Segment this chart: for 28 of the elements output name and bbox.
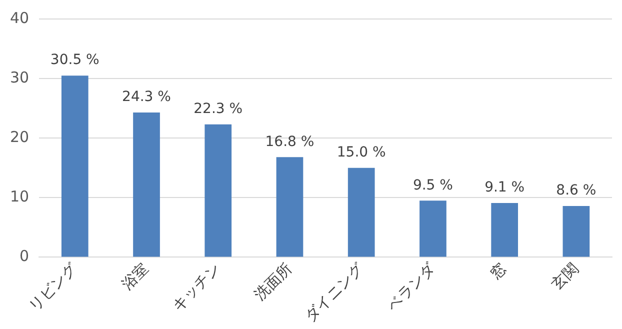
data-label: 15.0 % xyxy=(336,144,386,161)
y-tick-label: 20 xyxy=(10,128,30,146)
y-tick-label: 10 xyxy=(10,188,30,206)
data-label: 30.5 % xyxy=(50,52,100,68)
bar xyxy=(420,200,446,257)
data-label: 9.1 % xyxy=(484,180,525,196)
x-tick-label: 浴室 xyxy=(118,259,152,294)
x-tick-label: キッチン xyxy=(168,259,224,315)
data-label: 22.3 % xyxy=(194,101,243,118)
data-label: 8.6 % xyxy=(556,182,596,199)
y-tick-label: 40 xyxy=(10,8,30,27)
x-tick-label: 玄関 xyxy=(548,259,582,294)
data-label: 16.8 % xyxy=(265,134,314,150)
data-label: 9.5 % xyxy=(412,177,453,194)
x-tick-label: ダイニング xyxy=(301,258,368,326)
bar xyxy=(562,206,590,257)
y-tick-label: 30 xyxy=(10,68,30,86)
bar xyxy=(491,203,518,257)
y-tick-label: 0 xyxy=(20,247,30,266)
data-label: 24.3 % xyxy=(122,89,171,106)
x-tick-label: 洗面所 xyxy=(250,259,296,304)
bar xyxy=(204,124,232,257)
x-tick-label: ベランダ xyxy=(383,258,440,315)
bar xyxy=(61,76,88,257)
bar xyxy=(348,168,375,257)
x-tick-label: 窓 xyxy=(486,259,510,283)
bar xyxy=(133,112,160,257)
bar xyxy=(276,157,304,257)
